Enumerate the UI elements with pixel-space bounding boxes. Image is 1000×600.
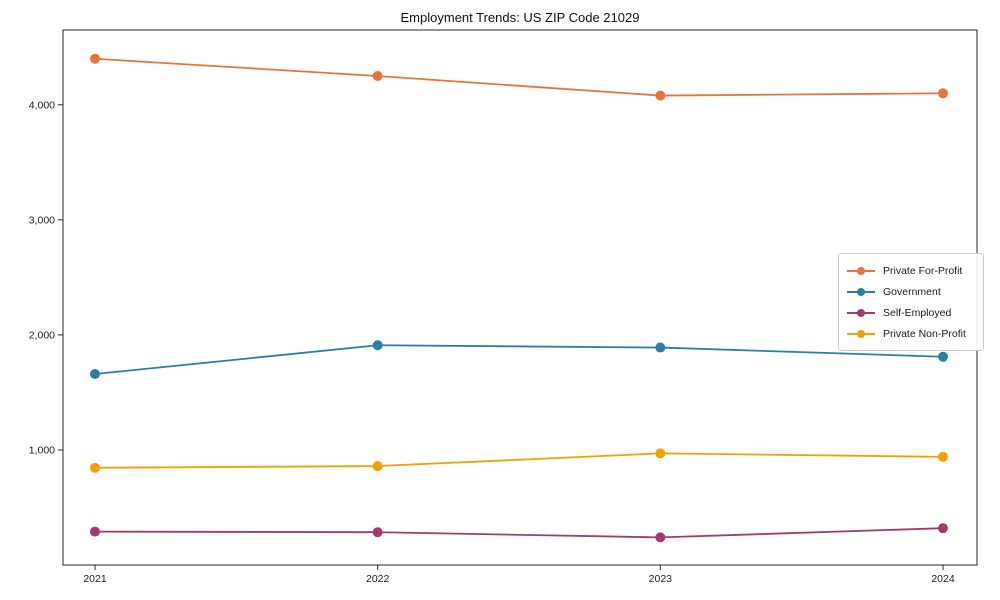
data-point (655, 532, 666, 543)
legend-item-private-for-profit: Private For-Profit (847, 260, 975, 281)
legend-marker-icon (847, 329, 875, 339)
data-point (938, 88, 948, 99)
legend-label: Self-Employed (883, 306, 952, 319)
data-point (655, 90, 666, 101)
chart-legend: Private For-Profit Government Self-Employe… (838, 253, 984, 351)
data-point (372, 527, 383, 538)
series-line-private-for-profit (94, 57, 944, 97)
data-point (372, 461, 383, 472)
legend-label: Private Non-Profit (883, 327, 966, 340)
data-point (655, 342, 666, 353)
legend-item-self-employed: Self-Employed (847, 302, 975, 323)
legend-label: Government (883, 285, 941, 298)
data-point (90, 462, 100, 473)
x-tick-label: 2022 (366, 573, 390, 585)
x-tick-label: 2021 (83, 573, 107, 585)
x-tick-label: 2024 (931, 573, 955, 585)
legend-item-private-non-profit: Private Non-Profit (847, 323, 975, 344)
legend-label: Private For-Profit (883, 264, 963, 277)
y-tick-label: 1,000 (29, 444, 55, 456)
x-tick-label: 2023 (649, 573, 673, 585)
y-tick-label: 3,000 (29, 214, 55, 226)
data-point (938, 523, 948, 534)
series-line-private-non-profit (94, 452, 944, 469)
series-line-self-employed (94, 527, 944, 539)
data-point (655, 448, 666, 459)
legend-marker-icon (847, 266, 875, 276)
legend-marker-icon (847, 308, 875, 318)
y-tick-label: 2,000 (29, 329, 55, 341)
legend-item-government: Government (847, 281, 975, 302)
legend-marker-icon (847, 287, 875, 297)
data-point (372, 71, 383, 82)
y-tick-label: 4,000 (29, 99, 55, 111)
series-line-government (94, 344, 944, 375)
data-point (90, 369, 100, 380)
data-point (90, 526, 100, 537)
data-point (90, 53, 100, 64)
data-point (372, 340, 383, 351)
data-point (938, 351, 948, 362)
chart-title: Employment Trends: US ZIP Code 21029 (400, 10, 640, 25)
data-point (938, 451, 948, 462)
